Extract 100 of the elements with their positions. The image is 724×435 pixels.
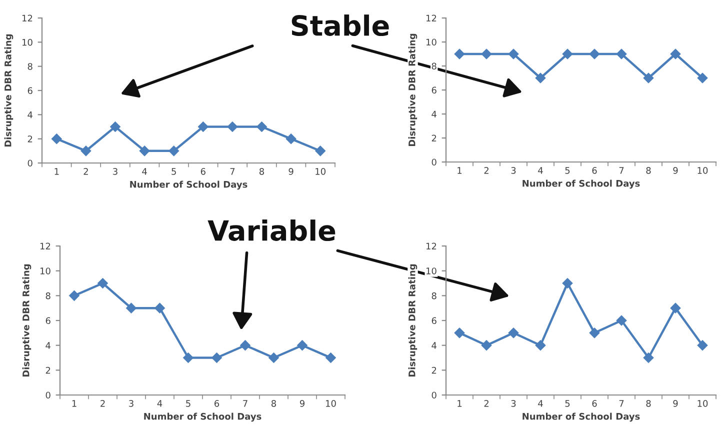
y-tick-label: 8 [432, 292, 436, 300]
point [240, 340, 250, 350]
y-tick-label: 0 [432, 158, 436, 166]
point [454, 328, 465, 338]
x-tick-label: 8 [646, 167, 651, 174]
x-tick-label: 7 [619, 167, 624, 174]
y-tick-label: 10 [22, 38, 32, 46]
x-tick-label: 6 [592, 400, 597, 407]
x-tick-label: 6 [214, 400, 220, 407]
x-tick-label: 4 [157, 400, 162, 407]
point [535, 340, 546, 350]
x-tick-label: 9 [673, 400, 678, 407]
y-tick-label: 2 [28, 136, 32, 142]
y-tick-label: 10 [426, 268, 436, 274]
point [80, 146, 92, 156]
point [212, 352, 222, 363]
x-tick-label: 2 [484, 167, 488, 174]
x-tick-label: 7 [230, 168, 235, 175]
x-tick-label: 7 [243, 400, 248, 407]
point [256, 122, 267, 132]
y-tick-label: 4 [432, 342, 436, 349]
y-tick-label: 10 [426, 38, 436, 46]
x-tick-label: 9 [300, 400, 304, 407]
x-tick-label: 3 [129, 400, 134, 407]
x-tick-label: 5 [172, 168, 176, 175]
point [198, 122, 208, 132]
x-tick-label: 4 [538, 400, 543, 407]
point [562, 278, 573, 288]
point [616, 315, 627, 326]
y-axis-title: Disruptive DBR Rating [4, 34, 14, 147]
y-tick-label: 12 [426, 242, 436, 250]
y-tick-label: 2 [46, 366, 50, 374]
point [286, 134, 296, 144]
y-tick-label: 0 [46, 392, 50, 399]
x-tick-label: 1 [54, 168, 59, 175]
y-tick-label: 10 [40, 268, 50, 274]
y-tick-label: 4 [28, 112, 32, 118]
x-tick-label: 6 [200, 168, 206, 175]
x-tick-label: 9 [288, 168, 294, 175]
x-axis-title: Number of School Days [144, 412, 262, 422]
y-tick-label: 12 [426, 14, 436, 22]
x-tick-label: 1 [72, 400, 76, 407]
x-tick-label: 4 [142, 168, 147, 175]
y-tick-label: 6 [46, 317, 50, 324]
x-axis-title: Number of School Days [130, 180, 248, 190]
x-tick-label: 8 [259, 168, 264, 175]
x-tick-label: 1 [458, 167, 462, 174]
point [589, 328, 600, 338]
point [168, 146, 179, 156]
y-tick-label: 8 [46, 292, 50, 300]
point [98, 278, 108, 288]
y-tick-label: 8 [28, 63, 32, 70]
point [508, 328, 519, 338]
y-tick-label: 4 [46, 342, 50, 349]
point [643, 352, 654, 363]
x-tick-label: 5 [565, 400, 570, 407]
x-tick-label: 5 [186, 400, 190, 407]
point [268, 352, 279, 363]
y-tick-label: 12 [22, 14, 32, 22]
x-tick-label: 2 [100, 400, 105, 407]
point [481, 340, 492, 350]
point [227, 122, 238, 132]
x-tick-label: 10 [316, 168, 326, 175]
y-tick-label: 0 [432, 392, 436, 399]
x-tick-label: 8 [646, 400, 651, 407]
x-tick-label: 2 [484, 400, 488, 407]
x-tick-label: 5 [565, 167, 570, 174]
x-tick-label: 1 [458, 400, 462, 407]
point [52, 134, 62, 144]
y-axis-title: Disruptive DBR Rating [408, 34, 418, 146]
y-tick-label: 6 [432, 86, 436, 94]
x-tick-label: 4 [538, 167, 543, 174]
y-axis-title: Disruptive DBR Rating [408, 264, 418, 377]
x-tick-label: 3 [113, 168, 118, 175]
x-tick-label: 6 [592, 167, 597, 174]
y-tick-label: 2 [432, 366, 436, 374]
x-axis-title: Number of School Days [522, 180, 640, 189]
point [670, 302, 681, 314]
x-tick-label: 3 [511, 400, 516, 407]
text: Variable [208, 220, 336, 242]
y-tick-label: 12 [40, 242, 50, 250]
y-tick-label: 6 [28, 87, 32, 94]
point [297, 340, 308, 350]
x-tick-label: 7 [619, 400, 624, 407]
y-tick-label: 4 [432, 110, 436, 118]
x-tick-label: 9 [673, 167, 678, 174]
point [697, 340, 708, 350]
point [110, 122, 120, 132]
point [139, 146, 150, 156]
x-tick-label: 10 [326, 400, 336, 407]
point [315, 146, 326, 156]
y-tick-label: 8 [432, 62, 436, 70]
point [183, 352, 194, 363]
x-tick-label: 8 [271, 400, 276, 407]
y-tick-label: 6 [432, 317, 436, 324]
point [69, 290, 80, 301]
x-tick-label: 10 [698, 400, 708, 407]
y-tick-label: 2 [432, 134, 436, 142]
point [154, 302, 165, 314]
y-tick-label: 0 [28, 160, 32, 167]
